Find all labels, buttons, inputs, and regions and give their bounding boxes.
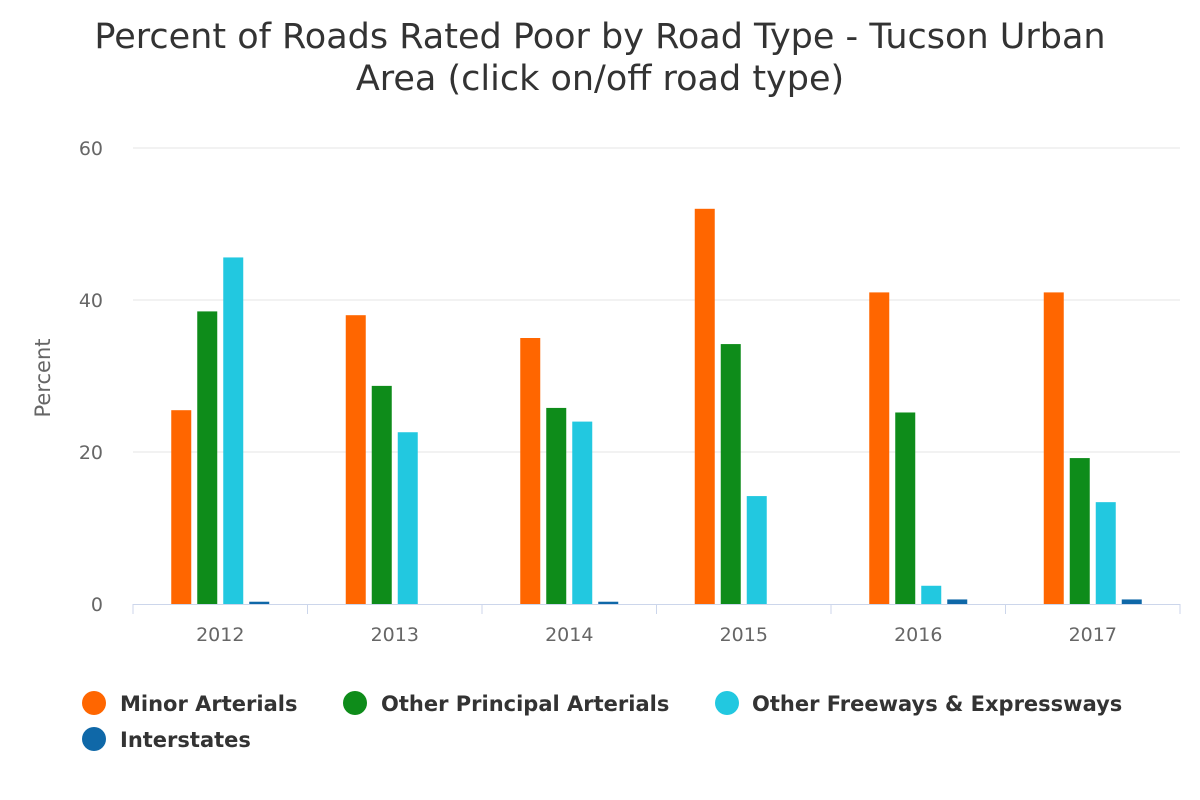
bar-2016-2[interactable]: [921, 585, 942, 604]
chart-title-line-1: Percent of Roads Rated Poor by Road Type…: [94, 17, 1105, 57]
bar-2015-0[interactable]: [694, 208, 715, 605]
legend[interactable]: Minor Arterials Other Principal Arterials…: [82, 691, 1122, 752]
y-tick-label: 40: [79, 290, 103, 312]
y-tick-label: 20: [79, 442, 103, 464]
bar-2016-3[interactable]: [947, 599, 968, 604]
bar-2013-1[interactable]: [371, 385, 392, 604]
legend-label: Other Freeways & Expressways: [752, 692, 1122, 716]
legend-label: Other Principal Arterials: [381, 692, 669, 716]
chart-title: Percent of Roads Rated Poor by Road Type…: [94, 17, 1105, 99]
legend-item-1[interactable]: Other Principal Arterials: [343, 691, 669, 716]
bar-2013-2[interactable]: [397, 432, 418, 604]
x-tick-label: 2016: [894, 624, 942, 646]
bar-2016-1[interactable]: [895, 412, 916, 604]
bar-2016-0[interactable]: [869, 292, 890, 604]
y-axis-title: Percent: [31, 338, 55, 417]
y-axis-ticks: 0 20 40 60: [79, 138, 103, 616]
bar-2017-3[interactable]: [1121, 599, 1142, 604]
legend-marker: [82, 727, 106, 751]
legend-item-3[interactable]: Interstates: [82, 727, 251, 752]
y-tick-label: 60: [79, 138, 103, 160]
bar-2017-0[interactable]: [1043, 292, 1064, 604]
x-tick-label: 2013: [371, 624, 419, 646]
bar-2015-1[interactable]: [720, 344, 741, 604]
bar-2012-2[interactable]: [223, 257, 244, 604]
bars: [171, 208, 1142, 605]
grid-lines: [133, 147, 1180, 453]
bar-2014-3[interactable]: [598, 601, 619, 604]
bar-2014-0[interactable]: [520, 338, 541, 604]
bar-2014-1[interactable]: [546, 407, 567, 604]
legend-item-2[interactable]: Other Freeways & Expressways: [715, 691, 1122, 716]
bar-2015-2[interactable]: [746, 496, 767, 604]
legend-item-0[interactable]: Minor Arterials: [82, 691, 297, 716]
x-tick-label: 2017: [1069, 624, 1117, 646]
y-tick-label: 0: [91, 594, 103, 616]
x-axis-ticks: 2012 2013 2014 2015 2016 2017: [196, 624, 1117, 646]
legend-label: Interstates: [120, 728, 251, 752]
bar-2012-3[interactable]: [249, 601, 270, 604]
chart-title-line-2: Area (click on/off road type): [356, 59, 844, 99]
bar-2017-2[interactable]: [1095, 502, 1116, 604]
bar-2012-0[interactable]: [171, 410, 192, 604]
x-axis: [132, 604, 1181, 614]
x-tick-label: 2015: [720, 624, 768, 646]
legend-marker: [82, 691, 106, 715]
legend-label: Minor Arterials: [120, 692, 297, 716]
legend-marker: [343, 691, 367, 715]
bar-2017-1[interactable]: [1069, 458, 1090, 604]
x-tick-label: 2014: [545, 624, 593, 646]
legend-marker: [715, 691, 739, 715]
bar-2014-2[interactable]: [572, 421, 593, 604]
x-tick-label: 2012: [196, 624, 244, 646]
bar-2012-1[interactable]: [197, 311, 218, 604]
bar-2013-0[interactable]: [345, 315, 366, 604]
